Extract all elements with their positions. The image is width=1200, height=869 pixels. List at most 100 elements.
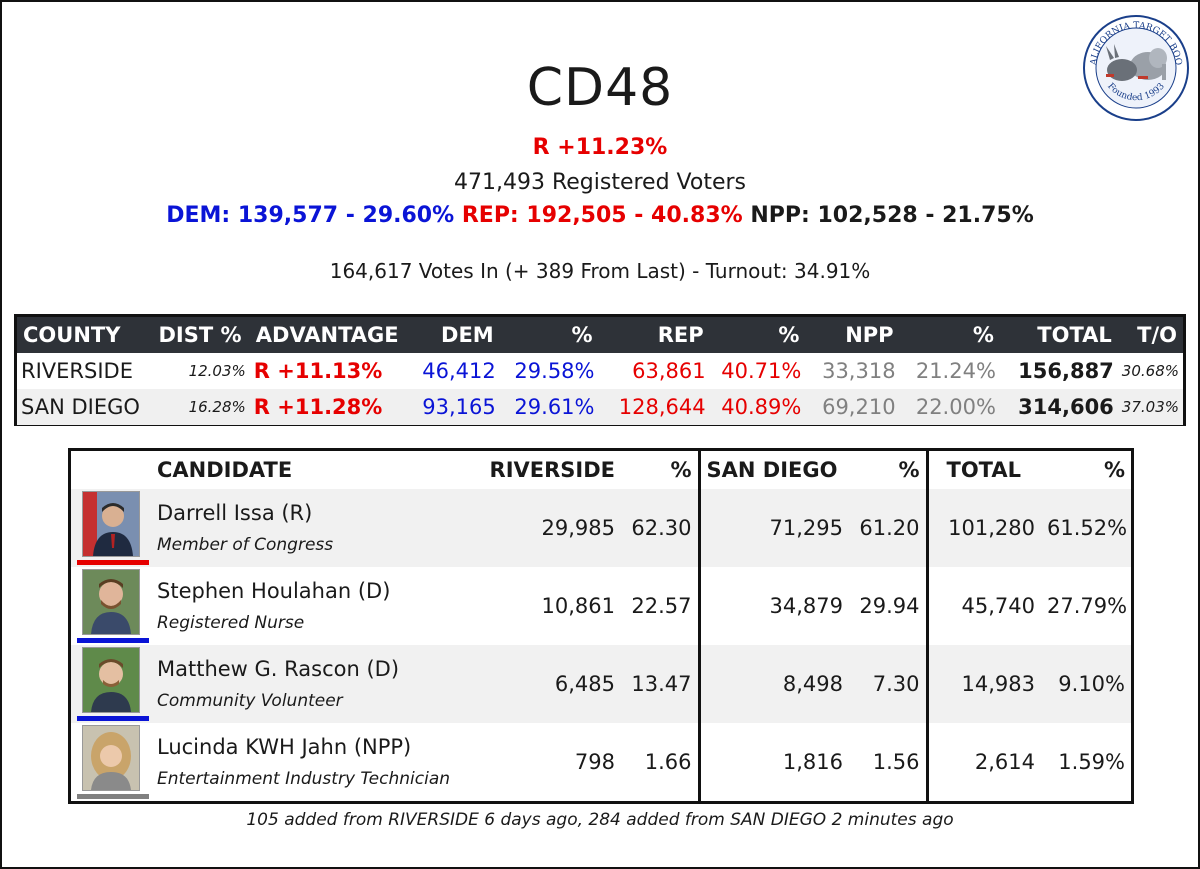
candidate-photo-cell: [71, 567, 151, 645]
san-diego-pct: 61.20: [849, 489, 927, 567]
rep-registration: REP: 192,505 - 40.83%: [461, 203, 743, 228]
candidate-name: Stephen Houlahan (D): [157, 579, 391, 603]
candidate-photo: [82, 569, 140, 635]
npp-pct: 22.00%: [899, 389, 1000, 425]
party-color-bar: [77, 638, 149, 643]
party-registration-line: DEM: 139,577 - 29.60% REP: 192,505 - 40.…: [2, 203, 1198, 228]
candidate-photo: [82, 725, 140, 791]
col-dist-pct: DIST %: [152, 317, 250, 353]
candidate-info: Darrell Issa (R) Member of Congress: [151, 489, 481, 567]
candidate-occupation: Registered Nurse: [157, 613, 305, 633]
votes-in-summary: 164,617 Votes In (+ 389 From Last) - Tur…: [329, 259, 871, 283]
candidate-occupation: Community Volunteer: [157, 691, 343, 711]
total-votes: 101,280: [925, 489, 1041, 567]
npp-pct: 21.24%: [915, 359, 996, 383]
candidate-photo-cell: [71, 645, 151, 723]
party-color-bar: [77, 716, 149, 721]
col-riverside: RIVERSIDE: [489, 458, 615, 482]
col-npp-pct: %: [899, 317, 1000, 353]
npp-count: 33,318: [822, 359, 896, 383]
update-footnote: 105 added from RIVERSIDE 6 days ago, 284…: [246, 810, 954, 830]
dem-pct: 29.58%: [514, 359, 595, 383]
dem-count: 46,412: [422, 359, 496, 383]
col-rep: REP: [598, 317, 710, 353]
riverside-votes: 10,861: [541, 594, 615, 618]
county-name: RIVERSIDE: [21, 359, 133, 383]
dem-registration: DEM: 139,577 - 29.60%: [166, 203, 455, 228]
candidate-photo-cell: [71, 723, 151, 801]
candidate-name: Matthew G. Rascon (D): [157, 657, 400, 681]
dem-count: 93,165: [410, 389, 500, 425]
dem-pct: 29.61%: [499, 389, 599, 425]
col-riverside-pct: %: [670, 458, 692, 482]
riverside-pct: 62.30: [621, 489, 699, 567]
col-san-diego: SAN DIEGO: [697, 451, 849, 489]
candidate-row: Darrell Issa (R) Member of Congress 29,9…: [71, 489, 1131, 567]
npp-count: 69,210: [805, 389, 900, 425]
total-pct: 9.10%: [1041, 645, 1131, 723]
col-rep-pct: %: [709, 317, 806, 353]
rep-count: 128,644: [598, 389, 710, 425]
candidate-info: Stephen Houlahan (D) Registered Nurse: [151, 567, 481, 645]
advantage: R +11.13%: [253, 359, 383, 383]
county-row-riverside: RIVERSIDE 12.03% R +11.13% 46,412 29.58%…: [17, 353, 1183, 389]
col-total: TOTAL: [999, 317, 1118, 353]
riverside-pct: 22.57: [631, 594, 692, 618]
party-color-bar: [77, 560, 149, 565]
san-diego-votes: 1,816: [697, 723, 849, 801]
candidate-info: Matthew G. Rascon (D) Community Voluntee…: [151, 645, 481, 723]
total-votes: 2,614: [925, 723, 1041, 801]
candidate-info: Lucinda KWH Jahn (NPP) Entertainment Ind…: [151, 723, 481, 801]
col-advantage: ADVANTAGE: [249, 317, 411, 353]
riverside-pct: 1.66: [644, 750, 692, 774]
col-turnout: T/O: [1117, 317, 1183, 353]
col-photo: [71, 451, 151, 489]
riverside-pct: 13.47: [621, 645, 699, 723]
col-dem-pct: %: [499, 317, 599, 353]
dist-pct: 12.03%: [188, 362, 246, 380]
target-book-logo: CALIFORNIA TARGET BOOK Founded 1993: [1082, 14, 1189, 121]
total-votes: 14,983: [925, 645, 1041, 723]
san-diego-votes: 8,498: [697, 645, 849, 723]
col-county: COUNTY: [17, 317, 153, 353]
candidate-row: Stephen Houlahan (D) Registered Nurse 10…: [71, 567, 1131, 645]
total-pct: 61.52%: [1041, 489, 1131, 567]
county-name: SAN DIEGO: [17, 389, 153, 425]
san-diego-votes: 34,879: [697, 567, 849, 645]
district-advantage: R +11.23%: [532, 135, 668, 160]
total-count: 314,606: [999, 389, 1118, 425]
candidate-results-table: CANDIDATE RIVERSIDE % SAN DIEGO % TOTAL …: [68, 448, 1134, 804]
candidate-row: Lucinda KWH Jahn (NPP) Entertainment Ind…: [71, 723, 1131, 801]
page-title: CD48: [526, 58, 674, 118]
total-count: 156,887: [1018, 359, 1114, 383]
riverside-votes: 6,485: [481, 645, 621, 723]
candidate-occupation: Entertainment Industry Technician: [157, 769, 451, 789]
col-total-pct: %: [1103, 458, 1125, 482]
total-pct: 1.59%: [1058, 750, 1125, 774]
candidate-header-row: CANDIDATE RIVERSIDE % SAN DIEGO % TOTAL …: [71, 451, 1131, 489]
candidate-occupation: Member of Congress: [157, 535, 334, 555]
npp-registration: NPP: 102,528 - 21.75%: [750, 203, 1034, 228]
riverside-votes: 798: [574, 750, 615, 774]
advantage: R +11.28%: [249, 389, 411, 425]
rep-pct: 40.89%: [709, 389, 806, 425]
candidate-name: Lucinda KWH Jahn (NPP): [157, 735, 412, 759]
candidate-row: Matthew G. Rascon (D) Community Voluntee…: [71, 645, 1131, 723]
county-header-row: COUNTY DIST % ADVANTAGE DEM % REP % NPP …: [17, 317, 1183, 353]
dist-pct: 16.28%: [152, 389, 250, 425]
party-color-bar: [77, 794, 149, 799]
riverside-votes: 29,985: [481, 489, 621, 567]
san-diego-pct: 29.94: [859, 594, 920, 618]
col-candidate: CANDIDATE: [157, 458, 293, 482]
san-diego-votes: 71,295: [697, 489, 849, 567]
col-total: TOTAL: [925, 451, 1041, 489]
turnout: 30.68%: [1121, 362, 1179, 380]
candidate-photo: [82, 491, 140, 557]
county-results-table: COUNTY DIST % ADVANTAGE DEM % REP % NPP …: [14, 314, 1186, 426]
col-dem: DEM: [410, 317, 500, 353]
candidate-photo: [82, 647, 140, 713]
rep-count: 63,861: [632, 359, 706, 383]
san-diego-pct: 1.56: [872, 750, 920, 774]
san-diego-pct: 7.30: [849, 645, 927, 723]
